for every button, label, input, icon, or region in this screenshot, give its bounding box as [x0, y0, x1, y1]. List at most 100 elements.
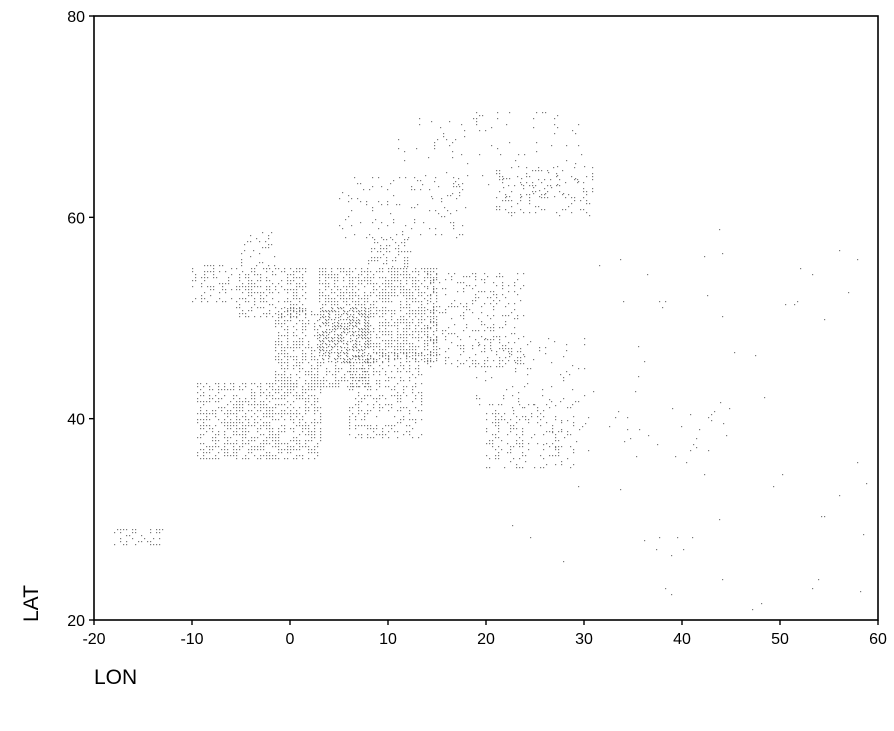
- data-point: [430, 321, 432, 323]
- data-point: [368, 323, 370, 325]
- data-point: [317, 443, 319, 445]
- data-point: [397, 334, 399, 336]
- data-point: [361, 316, 363, 318]
- data-point: [489, 443, 491, 445]
- data-point: [293, 295, 295, 297]
- data-point: [302, 455, 304, 457]
- data-point: [284, 413, 286, 415]
- data-point: [421, 419, 423, 421]
- data-point: [409, 419, 411, 421]
- data-point: [580, 200, 582, 202]
- data-point: [281, 353, 283, 355]
- data-point: [266, 425, 268, 427]
- data-point: [242, 416, 244, 418]
- data-point: [362, 383, 364, 385]
- data-point: [433, 277, 435, 279]
- data-point: [418, 274, 420, 276]
- data-point: [323, 347, 325, 349]
- data-point: [403, 274, 405, 276]
- data-point: [505, 200, 507, 202]
- data-point: [465, 207, 467, 209]
- data-point: [272, 398, 274, 400]
- data-point: [241, 259, 243, 261]
- data-point: [352, 374, 354, 376]
- data-point: [275, 320, 277, 322]
- data-point: [355, 292, 357, 294]
- data-point: [210, 295, 212, 297]
- data-point: [347, 350, 349, 352]
- data-point: [430, 351, 432, 353]
- data-point: [454, 300, 456, 302]
- data-point: [251, 292, 253, 294]
- data-point: [260, 425, 262, 427]
- plot-border: [93, 15, 879, 621]
- data-point: [305, 335, 307, 337]
- data-point: [406, 325, 408, 327]
- data-point: [475, 276, 477, 278]
- data-point: [239, 304, 241, 306]
- data-point: [394, 280, 396, 282]
- data-point: [434, 142, 436, 144]
- data-point: [311, 386, 313, 388]
- data-point: [245, 316, 247, 318]
- data-point: [227, 449, 229, 451]
- data-point: [433, 346, 435, 348]
- data-point: [203, 422, 205, 424]
- data-point: [367, 322, 369, 324]
- data-point: [427, 331, 429, 333]
- data-point: [245, 455, 247, 457]
- data-point: [388, 425, 390, 427]
- data-point: [314, 383, 316, 385]
- data-point: [385, 307, 387, 309]
- data-point: [332, 323, 334, 325]
- data-point: [427, 354, 429, 356]
- data-point: [254, 425, 256, 427]
- data-point: [236, 301, 238, 303]
- data-point: [346, 349, 348, 351]
- data-point: [442, 312, 444, 314]
- data-point: [358, 395, 360, 397]
- data-point: [293, 341, 295, 343]
- data-point: [478, 291, 480, 293]
- data-point: [254, 383, 256, 385]
- data-point: [430, 295, 432, 297]
- data-point: [367, 343, 369, 345]
- data-point: [212, 389, 214, 391]
- data-point: [704, 256, 706, 258]
- data-point: [325, 286, 327, 288]
- data-point: [555, 440, 557, 442]
- data-point: [272, 271, 274, 273]
- data-point: [723, 423, 725, 425]
- data-point: [543, 467, 545, 469]
- data-point: [406, 361, 408, 363]
- data-point: [256, 265, 258, 267]
- data-point: [222, 286, 224, 288]
- data-point: [358, 410, 360, 412]
- data-point: [370, 362, 372, 364]
- data-point: [376, 307, 378, 309]
- data-point: [370, 325, 372, 327]
- data-point: [388, 343, 390, 345]
- data-point: [281, 335, 283, 337]
- data-point: [412, 331, 414, 333]
- data-point: [554, 124, 556, 126]
- data-point: [382, 353, 384, 355]
- data-point: [397, 431, 399, 433]
- data-point: [337, 295, 339, 297]
- data-point: [299, 398, 301, 400]
- data-point: [239, 422, 241, 424]
- data-point: [368, 362, 370, 364]
- data-point: [334, 283, 336, 285]
- data-point: [511, 215, 513, 217]
- data-point: [278, 292, 280, 294]
- data-point: [245, 386, 247, 388]
- data-point: [538, 167, 540, 169]
- data-point: [451, 318, 453, 320]
- data-point: [278, 449, 280, 451]
- data-point: [275, 419, 277, 421]
- data-point: [397, 355, 399, 357]
- data-point: [671, 555, 673, 557]
- data-point: [392, 260, 394, 262]
- data-point: [379, 346, 381, 348]
- data-point: [439, 312, 441, 314]
